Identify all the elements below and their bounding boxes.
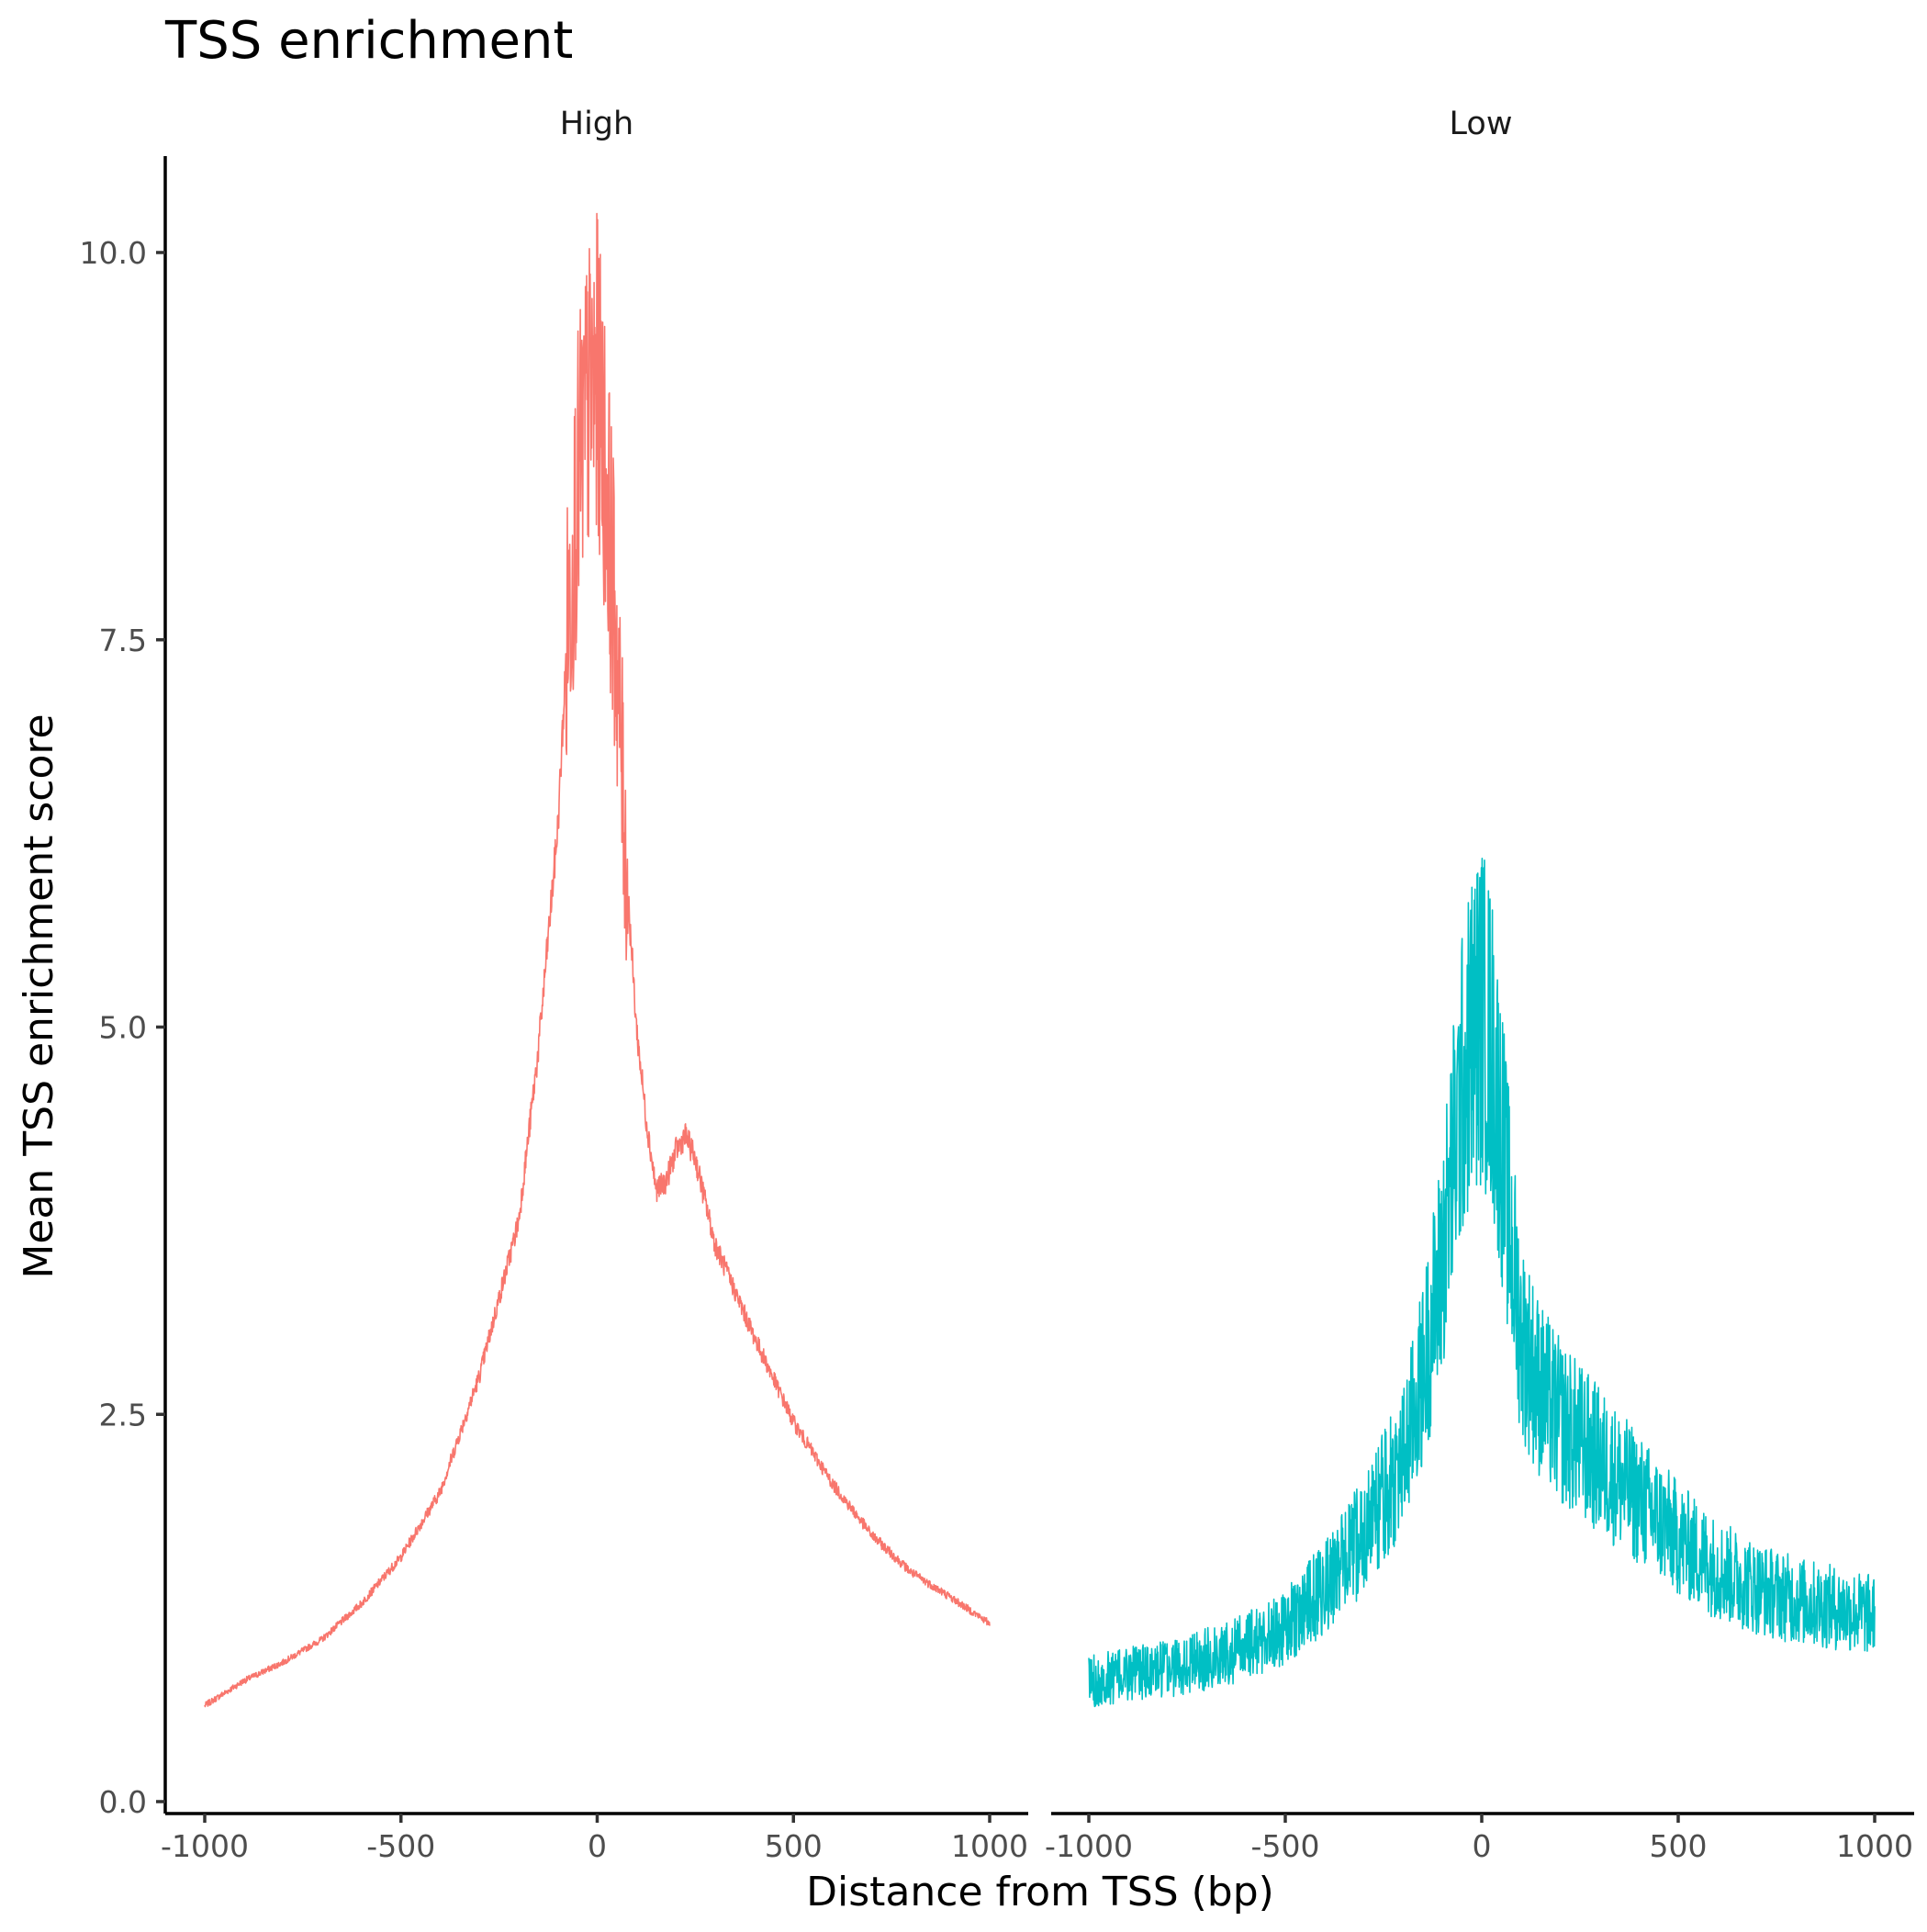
x-tick-label: 500 — [1650, 1828, 1708, 1864]
x-tick-label: -1000 — [161, 1828, 249, 1864]
x-axis-ticks: -1000 -500 0 500 1000 -1000 -500 0 500 1000 — [161, 1814, 1913, 1864]
y-axis-ticks: 0.0 2.5 5.0 7.5 10.0 — [80, 235, 165, 1820]
panel-label-low: Low — [1450, 106, 1513, 142]
x-tick-label: -500 — [1251, 1828, 1320, 1864]
y-tick-label: 7.5 — [99, 623, 147, 658]
x-tick-label: -500 — [366, 1828, 435, 1864]
y-tick-label: 5.0 — [99, 1010, 147, 1046]
x-tick-label: 500 — [765, 1828, 823, 1864]
y-tick-label: 2.5 — [99, 1397, 147, 1432]
x-tick-label: 0 — [1473, 1828, 1492, 1864]
y-tick-label: 0.0 — [99, 1784, 147, 1820]
panel-label-high: High — [560, 106, 633, 142]
x-axis-title: Distance from TSS (bp) — [806, 1869, 1274, 1915]
y-axis-title: Mean TSS enrichment score — [16, 713, 62, 1278]
y-tick-label: 10.0 — [80, 235, 147, 271]
series-line-low — [1088, 858, 1876, 1708]
x-tick-label: 0 — [588, 1828, 607, 1864]
x-tick-label: 1000 — [1836, 1828, 1913, 1864]
chart-title: TSS enrichment — [164, 11, 573, 71]
series-layer — [204, 212, 1876, 1708]
x-tick-label: 1000 — [951, 1828, 1028, 1864]
x-tick-label: -1000 — [1045, 1828, 1133, 1864]
series-line-high — [204, 212, 991, 1708]
